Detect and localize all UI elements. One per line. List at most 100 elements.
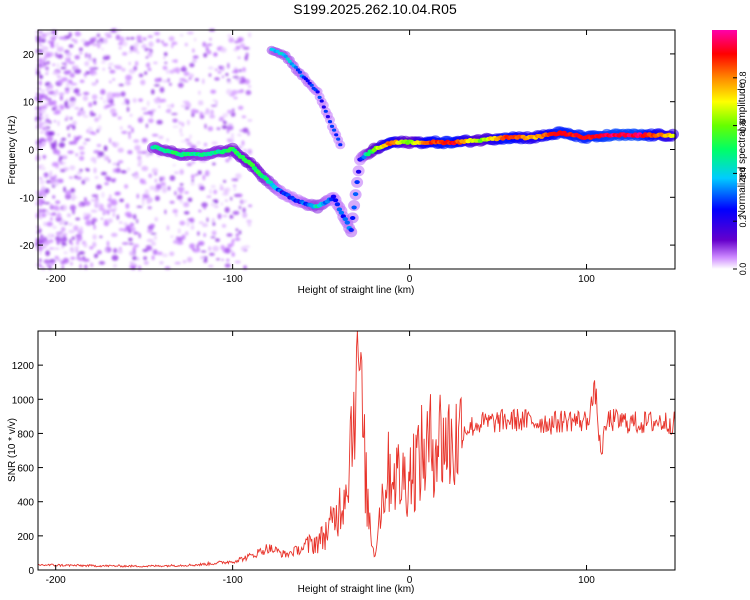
ridge-point bbox=[348, 228, 354, 232]
noise-speckle bbox=[60, 169, 66, 173]
noise-speckle bbox=[183, 71, 190, 76]
noise-speckle bbox=[228, 37, 235, 43]
noise-speckle bbox=[55, 52, 58, 58]
noise-speckle bbox=[68, 44, 74, 48]
noise-speckle bbox=[190, 182, 195, 186]
noise-speckle bbox=[215, 238, 220, 242]
noise-speckle bbox=[197, 231, 200, 236]
ridge-point bbox=[330, 194, 337, 199]
noise-speckle bbox=[214, 68, 218, 71]
noise-speckle bbox=[151, 133, 159, 137]
noise-speckle bbox=[48, 247, 55, 250]
noise-speckle bbox=[67, 102, 72, 107]
ridge-point bbox=[332, 198, 339, 203]
y-tick-label: 400 bbox=[17, 498, 34, 509]
noise-speckle bbox=[203, 52, 208, 58]
noise-speckle bbox=[226, 128, 230, 134]
noise-speckle bbox=[142, 193, 150, 199]
noise-speckle bbox=[185, 231, 189, 236]
noise-speckle bbox=[45, 52, 51, 58]
noise-speckle bbox=[39, 234, 44, 240]
noise-speckle bbox=[154, 78, 160, 83]
upper-branch-point bbox=[327, 120, 333, 124]
noise-speckle bbox=[129, 261, 134, 264]
noise-speckle bbox=[65, 115, 70, 121]
noise-speckle bbox=[74, 33, 82, 36]
noise-speckle bbox=[58, 92, 65, 96]
noise-speckle bbox=[46, 86, 49, 92]
noise-speckle bbox=[62, 204, 68, 211]
noise-speckle bbox=[151, 109, 156, 112]
noise-speckle bbox=[100, 171, 107, 176]
noise-speckle bbox=[37, 63, 43, 68]
noise-speckle bbox=[224, 263, 231, 268]
noise-speckle bbox=[129, 113, 133, 117]
noise-speckle bbox=[96, 144, 102, 147]
x-tick-label: 0 bbox=[407, 274, 413, 285]
ridge-point bbox=[334, 202, 341, 207]
noise-speckle bbox=[113, 248, 118, 254]
noise-speckle bbox=[55, 42, 59, 49]
noise-speckle bbox=[64, 87, 70, 90]
noise-speckle bbox=[80, 151, 85, 155]
noise-speckle bbox=[140, 182, 147, 185]
noise-speckle bbox=[47, 233, 53, 239]
noise-speckle bbox=[166, 69, 169, 75]
noise-speckle bbox=[43, 193, 46, 198]
noise-speckle bbox=[144, 189, 149, 195]
noise-speckle bbox=[52, 63, 56, 67]
y-tick-label: -20 bbox=[20, 241, 35, 252]
noise-speckle bbox=[172, 164, 176, 167]
noise-speckle bbox=[132, 261, 136, 267]
noise-speckle bbox=[187, 197, 193, 202]
noise-speckle bbox=[55, 200, 61, 204]
upper-branch-point bbox=[293, 65, 298, 69]
noise-speckle bbox=[220, 47, 227, 53]
noise-speckle bbox=[50, 177, 56, 180]
noise-speckle bbox=[36, 231, 41, 234]
noise-speckle bbox=[132, 256, 138, 261]
noise-speckle bbox=[141, 200, 145, 206]
noise-speckle bbox=[201, 202, 208, 208]
upper-branch-point bbox=[283, 54, 288, 59]
noise-speckle bbox=[109, 103, 116, 107]
noise-speckle bbox=[248, 204, 253, 208]
noise-speckle bbox=[96, 184, 102, 190]
noise-speckle bbox=[161, 40, 164, 44]
noise-speckle bbox=[169, 175, 176, 181]
noise-speckle bbox=[105, 176, 112, 182]
noise-speckle bbox=[186, 162, 192, 167]
noise-speckle bbox=[41, 46, 49, 51]
noise-speckle bbox=[205, 108, 210, 114]
noise-speckle bbox=[48, 173, 53, 179]
noise-speckle bbox=[226, 233, 233, 237]
noise-speckle bbox=[231, 90, 238, 95]
noise-speckle bbox=[60, 162, 63, 165]
noise-speckle bbox=[50, 41, 54, 47]
noise-speckle bbox=[147, 51, 153, 58]
noise-speckle bbox=[209, 114, 216, 119]
upper-branch-point bbox=[317, 95, 322, 99]
noise-speckle bbox=[40, 209, 47, 213]
noise-speckle bbox=[91, 94, 98, 100]
noise-speckle bbox=[108, 159, 111, 163]
noise-speckle bbox=[49, 170, 52, 175]
noise-speckle bbox=[160, 182, 166, 186]
upper-branch-point bbox=[285, 57, 290, 61]
noise-speckle bbox=[134, 61, 139, 66]
noise-speckle bbox=[106, 240, 110, 247]
noise-speckle bbox=[156, 251, 163, 256]
noise-speckle bbox=[72, 192, 75, 198]
noise-speckle bbox=[235, 45, 241, 50]
noise-speckle bbox=[125, 74, 132, 81]
noise-speckle bbox=[181, 122, 184, 127]
noise-speckle bbox=[95, 203, 100, 206]
noise-speckle bbox=[227, 34, 232, 38]
ridge-point bbox=[344, 220, 350, 225]
noise-speckle bbox=[79, 79, 85, 84]
noise-speckle bbox=[141, 197, 145, 201]
noise-speckle bbox=[229, 214, 233, 219]
noise-speckle bbox=[109, 108, 117, 114]
